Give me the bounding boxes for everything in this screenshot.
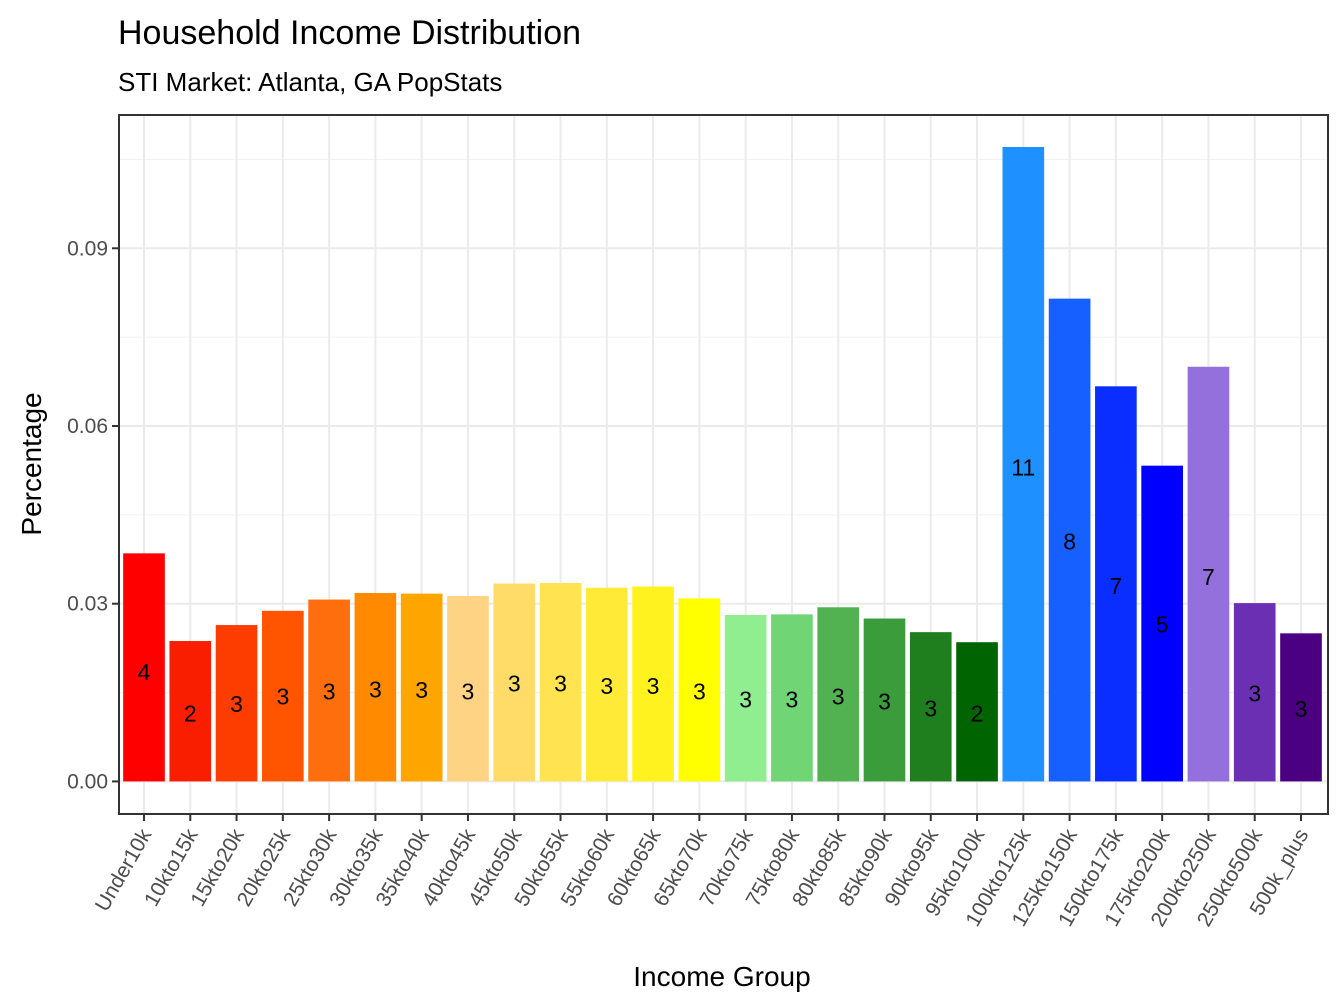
bar <box>1233 603 1276 782</box>
x-axis-title: Income Group <box>633 961 810 992</box>
bar <box>354 593 397 782</box>
bar <box>169 641 212 782</box>
bar <box>215 625 258 782</box>
plot-border <box>118 114 1329 815</box>
y-axis: 0.00 0.03 0.06 0.09 <box>67 237 119 793</box>
bar <box>400 593 443 782</box>
bar-data-label: 4 <box>138 659 151 685</box>
bar <box>863 618 906 782</box>
bar <box>678 598 721 782</box>
bar <box>1187 366 1230 782</box>
bar <box>817 607 860 782</box>
bar-data-label: 3 <box>415 677 428 703</box>
bar-data-label: 3 <box>600 673 613 699</box>
bar-data-label: 3 <box>924 696 937 722</box>
bar-data-label: 3 <box>786 687 799 713</box>
bar <box>724 614 767 782</box>
bar-data-label: 3 <box>832 684 845 710</box>
bar-data-label: 3 <box>1248 681 1261 707</box>
bar-data-label: 2 <box>971 700 984 726</box>
bar-data-label: 3 <box>1295 696 1308 722</box>
y-tick-label: 0.09 <box>67 237 108 260</box>
bar-data-label: 3 <box>878 688 891 714</box>
bar-data-label: 5 <box>1156 611 1169 637</box>
bar <box>1095 386 1137 782</box>
chart-title: Household Income Distribution <box>118 14 581 52</box>
bar-data-label: 11 <box>1011 454 1035 480</box>
y-tick-label: 0.03 <box>67 593 108 616</box>
bar <box>308 599 350 782</box>
bar-data-label: 3 <box>647 673 660 699</box>
bar-data-label: 7 <box>1202 564 1215 590</box>
y-tick-label: 0.00 <box>67 770 108 793</box>
bar-data-label: 2 <box>184 700 197 726</box>
bar <box>1141 465 1183 782</box>
bar <box>493 583 536 782</box>
bar <box>1280 633 1322 782</box>
x-axis: Under10k10kto15k15kto20k20kto25k25kto30k… <box>91 814 1313 931</box>
bar-data-label: 3 <box>323 678 336 704</box>
bar <box>909 632 952 782</box>
bar-data-label: 3 <box>508 671 521 697</box>
bar-data-label: 7 <box>1109 573 1122 599</box>
y-axis-title: Percentage <box>16 392 47 535</box>
bar-data-label: 3 <box>693 678 706 704</box>
bar <box>539 582 582 782</box>
bar <box>447 596 489 782</box>
y-tick-label: 0.06 <box>67 415 108 438</box>
bar-data-label: 3 <box>739 687 752 713</box>
bar <box>262 610 304 782</box>
bar-labels: 4 2 3 3 3 3 3 3 3 3 3 3 3 3 3 3 3 3 2 11 8 7 5 7 3 3 <box>138 454 1308 726</box>
bar <box>123 553 165 782</box>
bar-data-label: 3 <box>276 684 289 710</box>
chart-subtitle: STI Market: Atlanta, GA PopStats <box>118 67 502 97</box>
bars <box>123 146 1322 782</box>
bar <box>771 614 813 782</box>
bar-data-label: 3 <box>369 677 382 703</box>
plot-area: 4 2 3 3 3 3 3 3 3 3 3 3 3 3 3 3 3 3 2 11 8 7 5 7 3 3 <box>118 114 1329 815</box>
bar <box>585 587 628 782</box>
bar-data-label: 3 <box>462 678 475 704</box>
bar <box>1002 146 1045 782</box>
bar-data-label: 3 <box>230 691 243 717</box>
bar <box>956 642 998 782</box>
bar-data-label: 8 <box>1063 529 1076 555</box>
bar <box>632 586 674 782</box>
bar-data-label: 3 <box>554 671 567 697</box>
bar <box>1048 298 1091 782</box>
